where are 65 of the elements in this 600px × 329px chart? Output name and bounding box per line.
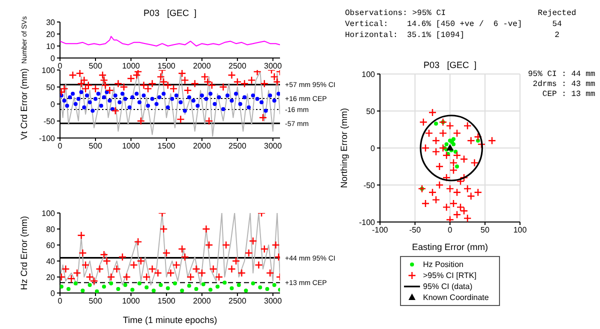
x-axis-title: Time (1 minute epochs) <box>122 315 218 325</box>
x-tick-label: 100 <box>513 226 528 235</box>
legend-label: >95% CI [RTK] <box>423 270 476 281</box>
x-axis-title: Easting Error (mm) <box>412 242 488 252</box>
text: 2drms : 43 mm <box>532 80 596 90</box>
x-tick-label: 3000 <box>264 142 282 151</box>
y-axis-title: Hz Crd Error (mm) <box>19 216 30 290</box>
x-tick-label: 3000 <box>264 62 282 71</box>
x-tick-label: 0 <box>58 62 63 71</box>
chart-title: P03 [GEC ] <box>422 60 478 70</box>
x-tick-label: 50 <box>480 226 490 235</box>
x-tick-label: 2500 <box>228 296 247 306</box>
x-tick-label: 2000 <box>193 142 212 151</box>
x-tick-label: 1500 <box>158 142 176 151</box>
y-tick-label: 100 <box>362 70 376 79</box>
chart-title: P03 [GEC ] <box>142 8 198 18</box>
text: 95% CI (data) <box>423 281 472 292</box>
x-tick-label: 2500 <box>228 62 247 71</box>
text: 35.1% [1094] <box>407 30 466 41</box>
y-tick-label: 50 <box>46 82 56 92</box>
x-tick-label: 1000 <box>122 62 140 71</box>
x-tick-label: 2000 <box>193 62 212 71</box>
y-tick-label: -50 <box>363 180 376 190</box>
y-tick-label: 0 <box>50 54 56 63</box>
y-tick-label: 20 <box>46 30 56 39</box>
x-tick-label: 0 <box>58 296 63 306</box>
x-tick-label: -50 <box>409 226 422 235</box>
y-tick-label: -100 <box>358 218 376 227</box>
text: Observations: >95% CI <box>345 8 447 19</box>
y-tick-label: 100 <box>42 208 56 218</box>
text: Vertical: <box>345 19 390 30</box>
y-tick-label: 80 <box>46 224 56 234</box>
y-tick-label: 0 <box>50 288 56 298</box>
x-tick-label: 2500 <box>228 142 247 151</box>
y-axis-title: Vt Crd Error (mm) <box>19 68 30 140</box>
y-tick-label: 30 <box>46 18 56 27</box>
y-tick-label: 60 <box>46 240 56 250</box>
x-tick-label: 1000 <box>122 142 140 151</box>
y-tick-label: 0 <box>50 100 56 109</box>
y-axis-title: Northing Error (mm) <box>339 108 350 188</box>
x-tick-label: 2000 <box>193 296 212 306</box>
text: CEP : 13 mm <box>541 90 596 100</box>
y-tick-label: 20 <box>46 272 56 282</box>
x-tick-label: 500 <box>88 296 103 306</box>
y-tick-label: -50 <box>43 116 56 126</box>
text: 2 <box>554 30 560 41</box>
x-tick-label: 1500 <box>158 62 176 71</box>
text: 95% CI : 44 mm <box>528 70 596 80</box>
y-tick-label: 40 <box>46 256 56 266</box>
x-tick-label: 0 <box>448 226 453 235</box>
text: 14.6% [450 +ve / 6 -ve] <box>407 19 524 30</box>
text: Rejected <box>536 8 578 19</box>
x-tick-label: 1500 <box>158 296 176 306</box>
y-tick-label: 50 <box>366 106 376 116</box>
text: 54 <box>551 19 563 30</box>
x-tick-label: 3000 <box>264 296 282 306</box>
x-tick-label: 500 <box>88 142 103 151</box>
y-tick-label: 10 <box>46 42 56 51</box>
text: Horizontal: <box>345 30 399 41</box>
x-tick-label: 500 <box>88 62 103 71</box>
legend-label: Known Coordinate <box>423 292 489 303</box>
legend-label: Hz Position <box>423 259 464 270</box>
x-tick-label: 0 <box>58 142 63 151</box>
x-tick-label: 1000 <box>122 296 140 306</box>
y-tick-label: -100 <box>38 134 56 143</box>
